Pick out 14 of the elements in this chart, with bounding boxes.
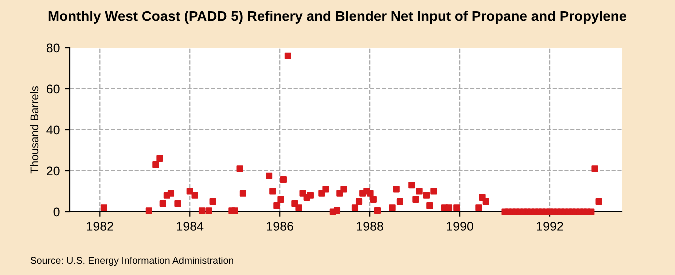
y-tick-label: 20	[47, 166, 60, 176]
y-tick-label: 60	[47, 84, 60, 94]
x-tick-label: 1984	[177, 222, 204, 231]
x-tick-label: 1982	[87, 222, 114, 231]
y-tick-label: 80	[46, 44, 60, 53]
source-note: Source: U.S. Energy Information Administration	[30, 256, 234, 266]
y-axis-title: Thousand Barrels	[30, 86, 39, 174]
chart-title: Monthly West Coast (PADD 5) Refinery and Blender Net Input of Propane and Propylene	[48, 11, 627, 24]
x-tick-label: 1992	[537, 222, 564, 231]
x-tick-label: 1986	[267, 222, 294, 231]
x-tick-label: 1990	[447, 222, 474, 231]
y-tick-label: 0	[54, 208, 60, 217]
y-tick-label: 40	[46, 126, 60, 135]
x-tick-label: 1988	[357, 222, 384, 231]
